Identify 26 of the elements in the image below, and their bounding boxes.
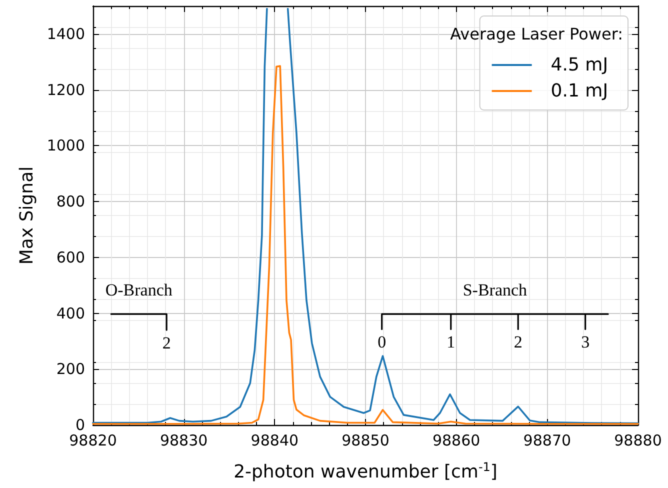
x-tick-label: 98850	[342, 432, 390, 450]
x-tick-label: 98880	[614, 432, 662, 450]
y-tick-label: 800	[56, 192, 85, 211]
x-tick-label: 98820	[69, 432, 117, 450]
y-tick-label: 400	[56, 304, 85, 322]
y-tick-label: 600	[56, 248, 85, 266]
x-tick-label: 98860	[432, 432, 480, 450]
x-tick-label: 98840	[250, 432, 299, 450]
annotation: O-Branch	[105, 280, 173, 300]
annotation: 2	[162, 334, 171, 353]
y-axis-title: Max Signal	[16, 166, 38, 265]
y-tick-label: 1200	[46, 80, 85, 99]
annotation: 3	[581, 332, 590, 352]
x-tick-label: 98870	[523, 432, 572, 450]
annotation: S-Branch	[462, 280, 528, 300]
legend-title: Average Laser Power:	[450, 24, 624, 44]
y-tick-label: 0	[75, 416, 85, 434]
legend-label: 0.1 mJ	[550, 80, 608, 102]
y-tick-label: 200	[56, 360, 85, 378]
x-tick-label: 98830	[160, 432, 208, 450]
annotation: 1	[446, 332, 456, 352]
legend-label: 4.5 mJ	[550, 54, 608, 76]
annotation: 2	[514, 332, 522, 352]
y-tick-label: 1000	[46, 136, 85, 155]
y-tick-label: 1400	[46, 24, 85, 43]
annotation: 0	[378, 332, 386, 352]
